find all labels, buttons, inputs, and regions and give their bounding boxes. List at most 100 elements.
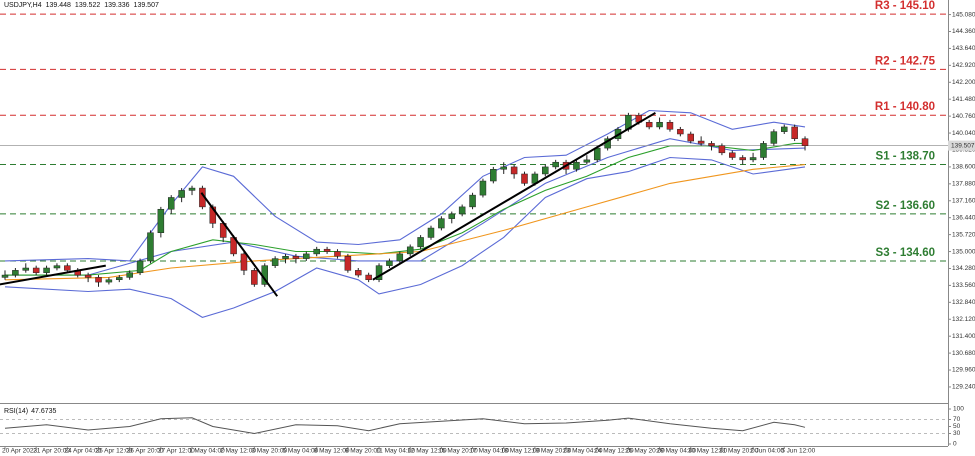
candle-body bbox=[240, 253, 248, 271]
candle-body bbox=[583, 159, 591, 163]
y-tick-label: 133.560 bbox=[952, 282, 975, 289]
header-value: 139.522 bbox=[75, 2, 100, 9]
candle-body bbox=[801, 138, 809, 147]
rsi-title: RSI(14) bbox=[4, 408, 28, 415]
x-tick-label: 12 May 12:00 bbox=[407, 448, 447, 455]
x-tick-label: 8 May 12:00 bbox=[314, 448, 350, 455]
candle-body bbox=[292, 255, 300, 259]
level-label: R1 - 140.80 bbox=[875, 101, 935, 113]
x-tick-label: 3 May 20:00 bbox=[251, 448, 287, 455]
y-tick-label: 137.160 bbox=[952, 197, 975, 204]
candle-body bbox=[303, 253, 310, 259]
candle-body bbox=[43, 267, 50, 273]
y-tick-label: 135.000 bbox=[952, 248, 975, 255]
indicator-line bbox=[4, 156, 806, 318]
y-tick-label: 136.440 bbox=[952, 214, 975, 221]
y-tick-label: 131.400 bbox=[952, 333, 975, 340]
y-tick-label: 132.120 bbox=[952, 316, 975, 323]
candle-body bbox=[313, 248, 320, 255]
candle-body bbox=[95, 277, 102, 283]
x-tick-label: 25 May 20:00 bbox=[625, 448, 665, 455]
candle-body bbox=[677, 129, 684, 135]
x-tick-label: 24 May 12:00 bbox=[594, 448, 634, 455]
rsi-tick-label: 50 bbox=[953, 423, 961, 430]
candle-body bbox=[656, 121, 663, 128]
candle-body bbox=[386, 260, 393, 266]
level-label: S2 - 136.60 bbox=[876, 200, 935, 212]
candle-body bbox=[791, 126, 798, 139]
x-tick-label: 27 Apr 12:00 bbox=[158, 448, 195, 455]
candle-body bbox=[116, 277, 123, 281]
y-tick-label: 138.600 bbox=[952, 164, 975, 171]
chart-header: USDJPY,H4 139.448 139.522 139.336 139.507 bbox=[4, 2, 159, 9]
y-tick-label: 142.200 bbox=[952, 79, 975, 86]
x-tick-label: 24 Apr 04:00 bbox=[64, 448, 101, 455]
candle-body bbox=[1, 274, 9, 278]
rsi-value: 47.6735 bbox=[31, 408, 56, 415]
x-tick-label: 26 Apr 20:00 bbox=[127, 448, 164, 455]
x-tick-label: 31 May 20:00 bbox=[719, 448, 759, 455]
candle-body bbox=[282, 255, 289, 259]
candle-body bbox=[729, 152, 736, 158]
y-tick-label: 141.480 bbox=[952, 96, 975, 103]
candle-body bbox=[479, 180, 487, 196]
x-tick-label: 19 May 20:00 bbox=[532, 448, 572, 455]
candle-body bbox=[760, 143, 767, 158]
candle-body bbox=[406, 246, 414, 255]
y-tick-label: 130.680 bbox=[952, 350, 975, 357]
candle-body bbox=[396, 253, 404, 262]
candle-body bbox=[687, 133, 694, 142]
candle-body bbox=[749, 157, 757, 161]
candle-body bbox=[32, 267, 40, 273]
candle-body bbox=[645, 121, 653, 128]
candle-body bbox=[448, 213, 456, 219]
y-tick-label: 145.080 bbox=[952, 11, 975, 18]
candle-body bbox=[271, 258, 279, 266]
candle-body bbox=[136, 260, 144, 273]
rsi-tick-label: 70 bbox=[953, 416, 961, 423]
candle-body bbox=[573, 161, 580, 170]
x-tick-label: 1 May 04:00 bbox=[189, 448, 225, 455]
candle-body bbox=[355, 270, 362, 276]
x-tick-label: 30 May 12:00 bbox=[688, 448, 728, 455]
candle-body bbox=[147, 232, 154, 262]
x-tick-label: 2 Jun 04:00 bbox=[750, 448, 784, 455]
candle-body bbox=[593, 147, 601, 161]
candle-body bbox=[105, 279, 113, 283]
candle-body bbox=[697, 140, 705, 144]
level-label: R2 - 142.75 bbox=[875, 55, 936, 67]
candle-body bbox=[770, 131, 778, 144]
y-tick-label: 134.280 bbox=[952, 265, 975, 272]
x-tick-label: 2 May 12:00 bbox=[220, 448, 256, 455]
indicator-line bbox=[4, 109, 806, 262]
trend-line bbox=[372, 111, 656, 281]
candle-body bbox=[781, 126, 788, 132]
trend-line bbox=[0, 264, 106, 286]
x-tick-label: 5 May 04:00 bbox=[283, 448, 319, 455]
x-tick-label: 23 May 04:00 bbox=[563, 448, 603, 455]
y-tick-label: 132.840 bbox=[952, 299, 975, 306]
candle-body bbox=[708, 143, 715, 147]
candle-body bbox=[323, 248, 331, 252]
header-value: 139.507 bbox=[134, 2, 159, 9]
candle-body bbox=[157, 208, 165, 233]
x-tick-label: 5 Jun 12:00 bbox=[781, 448, 815, 455]
rsi-tick-label: 30 bbox=[953, 430, 961, 437]
rsi-tick-label: 0 bbox=[953, 441, 957, 448]
candle-body bbox=[84, 274, 92, 278]
x-tick-label: 20 Apr 2023 bbox=[2, 448, 37, 455]
symbol: USDJPY,H4 bbox=[4, 2, 42, 9]
x-tick-label: 17 May 04:00 bbox=[470, 448, 510, 455]
y-tick-label: 143.640 bbox=[952, 45, 975, 52]
candle-body bbox=[739, 157, 746, 161]
x-tick-label: 25 Apr 12:00 bbox=[96, 448, 133, 455]
y-tick-label: 142.920 bbox=[952, 62, 975, 69]
x-tick-label: 11 May 04:00 bbox=[376, 448, 415, 455]
candle-body bbox=[718, 145, 726, 154]
header-value: 139.336 bbox=[104, 2, 129, 9]
candle-body bbox=[188, 187, 196, 191]
y-tick-label: 129.960 bbox=[952, 367, 975, 374]
candle-body bbox=[500, 166, 507, 170]
